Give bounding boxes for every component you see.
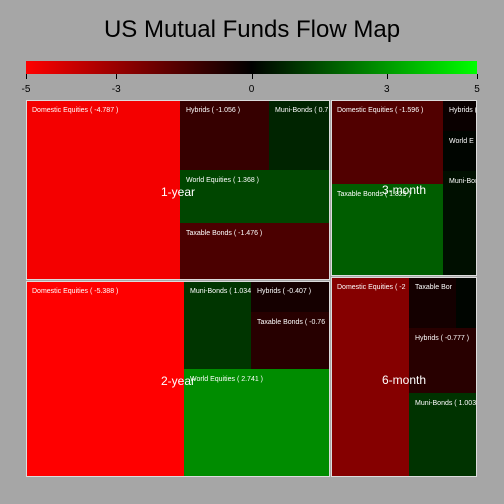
treemap-cell: Domestic Equities ( -2 [331, 277, 409, 477]
treemap-cell: Hybrids ( -1.056 ) [180, 100, 269, 170]
color-scale-tick-mark [386, 74, 388, 79]
treemap-group-label: 6-month [381, 373, 427, 387]
treemap-cell-label: Taxable Bonds ( -1.476 ) [186, 230, 263, 237]
treemap-cell: World E [443, 131, 477, 171]
color-scale-tick-mark [477, 74, 478, 79]
color-scale-tick-mark [116, 74, 118, 79]
treemap-cell-label: World Equities ( 1.368 ) [186, 177, 260, 184]
treemap-cell-label: Hybrids ( [449, 107, 477, 114]
treemap-cell-label: Taxable Bonds ( -0.76 [257, 319, 326, 326]
treemap-cell-label: Domestic Equities ( -5.388 ) [32, 288, 119, 295]
treemap-cell: Muni-Bonds ( 1.003 [409, 393, 477, 477]
treemap-cell: Domestic Equities ( -4.787 ) [26, 100, 180, 280]
color-scale-tick-mark [26, 74, 27, 79]
treemap-cell-label: Hybrids ( -1.056 ) [186, 107, 241, 114]
treemap-cell: Hybrids ( -0.407 ) [251, 281, 330, 312]
treemap-cell: Domestic Equities ( -1.596 ) [331, 100, 443, 184]
treemap-cell-label: Hybrids ( -0.407 ) [257, 288, 312, 295]
treemap-cell: World Equities ( 1.368 ) [180, 170, 330, 223]
color-scale-tick-label: -3 [111, 84, 121, 95]
treemap-cell: Hybrids ( [443, 100, 477, 131]
treemap-cell: Hybrids ( -0.777 ) [409, 328, 477, 393]
treemap-cell: Taxable Bor [409, 277, 456, 328]
treemap-cell-label: Muni-Bonds ( 1.034 [190, 288, 251, 295]
treemap-cell-label: Domestic Equities ( -2 [337, 284, 406, 291]
color-scale-tick-label: 3 [384, 84, 390, 95]
treemap-cell: Muni-Bonds ( 1.034 [184, 281, 251, 369]
chart-title: US Mutual Funds Flow Map [103, 16, 401, 43]
treemap-cell-label: Hybrids ( -0.777 ) [415, 335, 470, 342]
treemap-cell: Taxable Bonds ( -1.476 ) [180, 223, 330, 280]
treemap-group-frame [26, 281, 330, 477]
treemap-cell-label: Domestic Equities ( -4.787 ) [32, 107, 119, 114]
treemap-cell-label: Taxable Bor [415, 284, 452, 291]
color-scale-tick-label: -5 [21, 84, 31, 95]
treemap-cell-label: Muni-Bonds ( 1.003 [415, 400, 477, 407]
treemap-cell-label: Taxable Bonds ( 1.829 ) [337, 191, 411, 198]
color-scale-tick-label: 5 [474, 84, 480, 95]
color-scale-tick-label: 0 [248, 84, 255, 95]
color-scale-tick-mark [251, 74, 253, 79]
color-scale-bar [26, 61, 477, 74]
treemap-group-frame [331, 277, 477, 477]
treemap-cell: Muni-Bonds ( 0.7 [269, 100, 330, 170]
treemap-cell [456, 277, 477, 328]
treemap-group-frame [26, 100, 330, 280]
treemap-group-label: 3-month [381, 183, 427, 197]
treemap-group-frame [331, 100, 477, 276]
treemap-cell-label: Muni-Bonds ( 0.7 [275, 107, 329, 114]
treemap-cell: Taxable Bonds ( -0.76 [251, 312, 330, 369]
treemap-cell: Muni-Bonds [443, 171, 477, 276]
treemap-cell: World Equities ( 2.741 ) [184, 369, 330, 477]
treemap-cell: Taxable Bonds ( 1.829 ) [331, 184, 443, 276]
treemap-cell-label: World E [449, 138, 474, 145]
treemap-cell-label: Domestic Equities ( -1.596 ) [337, 107, 424, 114]
treemap-cell-label: Muni-Bonds [449, 178, 477, 185]
treemap-group-label: 2-year [160, 374, 196, 388]
treemap-cell: Domestic Equities ( -5.388 ) [26, 281, 184, 477]
treemap-group-label: 1-year [160, 185, 196, 199]
treemap-cell-label: World Equities ( 2.741 ) [190, 376, 264, 383]
